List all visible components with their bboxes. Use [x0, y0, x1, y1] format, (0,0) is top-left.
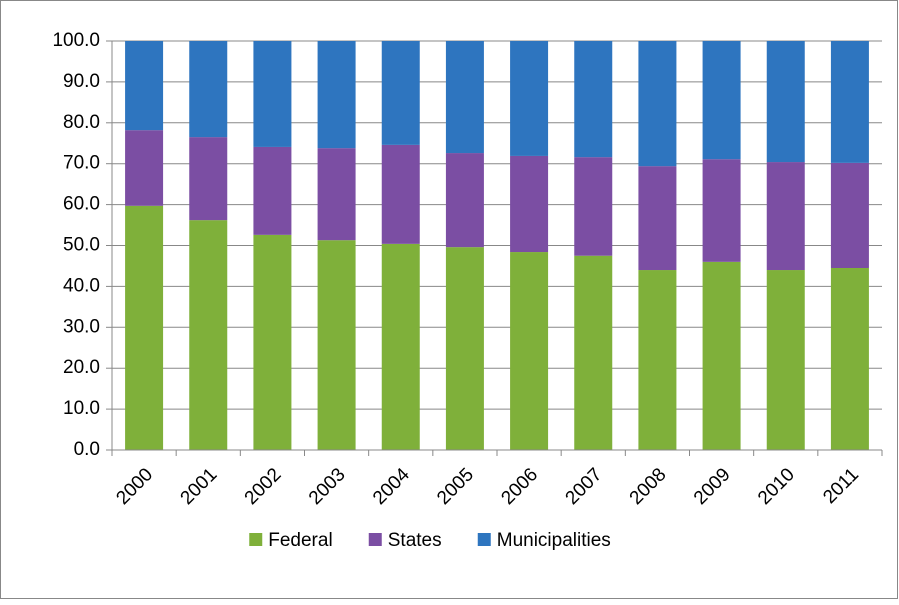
y-tick-label: 90.0 [63, 71, 100, 92]
bar-segment [574, 255, 613, 450]
legend-swatch [368, 533, 382, 546]
y-tick-label: 100.0 [52, 30, 100, 51]
bar-segment [125, 130, 164, 206]
bar-segment [510, 41, 549, 156]
bar-segment [510, 252, 549, 450]
bar-segment [638, 41, 677, 167]
bar-segment [317, 148, 356, 241]
bar-segment [510, 155, 549, 253]
bar-segment [381, 144, 420, 244]
bar-segment [638, 270, 677, 450]
y-tick-label: 50.0 [63, 235, 100, 256]
bar-segment [381, 243, 420, 450]
y-tick-label: 80.0 [63, 112, 100, 133]
bar-segment [317, 240, 356, 450]
bar-segment [125, 41, 164, 131]
bar-segment [445, 41, 484, 154]
legend: Federal States Municipalities [249, 530, 611, 551]
legend-swatch [477, 533, 491, 546]
bar-segment [830, 267, 869, 450]
bar-segment [830, 162, 869, 268]
bar-segment [317, 41, 356, 149]
bar-segment [702, 41, 741, 160]
bar-segment [574, 41, 613, 158]
bar-segment [253, 146, 292, 235]
bar-segment [638, 166, 677, 271]
bar-segment [253, 234, 292, 450]
bar-segment [381, 41, 420, 145]
y-tick-label: 30.0 [63, 316, 100, 337]
legend-label: Municipalities [497, 530, 611, 551]
bar-segment [702, 261, 741, 450]
y-tick-label: 10.0 [63, 398, 100, 419]
legend-swatch [249, 533, 263, 546]
y-tick-label: 20.0 [63, 357, 100, 378]
bar-segment [189, 41, 228, 138]
legend-label: States [388, 530, 442, 551]
bar-segment [574, 157, 613, 256]
bar-segment [766, 270, 805, 450]
y-tick-label: 40.0 [63, 275, 100, 296]
bar-segment [830, 41, 869, 163]
y-tick-label: 70.0 [63, 153, 100, 174]
bar-segment [702, 159, 741, 262]
bar-segment [189, 220, 228, 450]
y-tick-label: 0.0 [74, 439, 100, 460]
bar-segment [766, 162, 805, 271]
bar-segment [445, 247, 484, 450]
bar-segment [253, 41, 292, 147]
y-tick-label: 60.0 [63, 194, 100, 215]
legend-label: Federal [268, 530, 332, 551]
bar-segment [125, 205, 164, 450]
bar-segment [445, 153, 484, 248]
bar-segment [189, 137, 228, 221]
bar-segment [766, 41, 805, 163]
